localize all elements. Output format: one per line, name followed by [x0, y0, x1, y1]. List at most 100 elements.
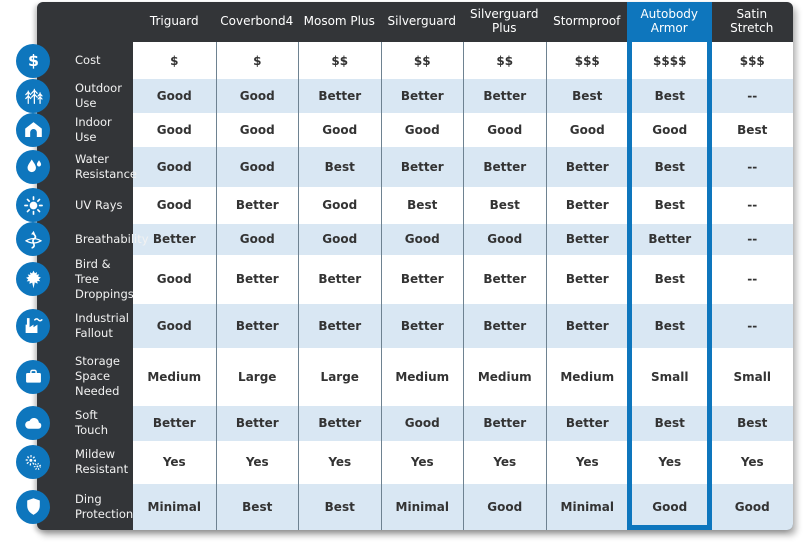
value-cell: Medium [133, 347, 216, 406]
value-cell: Yes [380, 440, 463, 484]
row-label: Soft Touch [75, 408, 109, 438]
value-cell: Better [298, 303, 381, 348]
value-cell: Better [463, 146, 546, 187]
row-label: Water Resistance [75, 151, 137, 181]
column-header: Silverguard [387, 14, 456, 29]
value-cell: Better [463, 79, 546, 113]
value-cell: $$$ [545, 42, 628, 79]
value-cell: Yes [628, 440, 711, 484]
trees-icon [16, 78, 50, 113]
value-cell: Small [628, 347, 711, 406]
value-cell: Best [710, 112, 793, 147]
table-row: Breathability Better Good Good Good Good Bette… [16, 222, 793, 257]
value-cell: Large [215, 347, 298, 406]
row-label: Storage Space Needed [75, 354, 120, 399]
value-cell: $ [215, 42, 298, 79]
value-cell: Better [545, 303, 628, 348]
row-label-cell: Water Resistance [16, 147, 137, 187]
row-label: Indoor Use [75, 114, 112, 144]
column-header-row: Triguard Coverbond4 Mosom Plus Silverguard S… [37, 2, 793, 42]
value-cell: Yes [215, 440, 298, 484]
column-header: Stormproof [553, 14, 621, 29]
value-cell: Best [298, 146, 381, 187]
table-row: Storage Space Needed Medium Large Large Medi… [16, 347, 793, 406]
value-cell: $$ [463, 42, 546, 79]
value-cell: Good [298, 223, 381, 255]
row-label-cell: Mildew Resistant [16, 441, 133, 484]
value-cell: Better [215, 303, 298, 348]
column-header: Mosom Plus [303, 14, 375, 29]
table-row: Outdoor Use Good Good Better Better Better Bes… [16, 78, 793, 113]
shield-icon [16, 489, 50, 524]
value-cell: Good [133, 254, 216, 304]
value-cell: Yes [545, 440, 628, 484]
row-label: Bird & Tree Droppings [75, 256, 134, 301]
value-cell: -- [710, 303, 793, 348]
row-label: Ding Protection [75, 491, 134, 521]
table-row: Water Resistance Good Good Best Better Better… [16, 146, 793, 187]
garage-icon [16, 112, 50, 147]
value-cell: Good [545, 112, 628, 147]
value-cell: Good [463, 112, 546, 147]
value-cell: -- [710, 254, 793, 304]
value-cell: Better [545, 223, 628, 255]
value-cell: $$$$ [628, 42, 711, 79]
value-cell: Better [628, 223, 711, 255]
water-drops-icon [16, 149, 50, 184]
value-cell: Best [628, 79, 711, 113]
value-cell: $$ [298, 42, 381, 79]
value-cell: Good [463, 483, 546, 530]
value-cell: Good [298, 186, 381, 224]
value-cell: Best [628, 254, 711, 304]
row-label: Breathability [75, 231, 149, 246]
suitcase-icon [16, 359, 50, 394]
table-row: Soft Touch Better Better Better Good Better Be… [16, 405, 793, 441]
value-cell: Better [545, 146, 628, 187]
table-row: Indoor Use Good Good Good Good Good Good Good Be… [16, 112, 793, 147]
value-cell: Better [298, 405, 381, 441]
value-cell: Minimal [133, 483, 216, 530]
value-cell: Small [710, 347, 793, 406]
value-cell: Better [380, 79, 463, 113]
table-row: $ Cost $ $ $$ $$ $$ $$$ $$$$ $$$ [16, 42, 793, 79]
factory-icon [16, 308, 50, 343]
row-label-cell: Breathability [16, 222, 149, 257]
column-header: Coverbond4 [220, 14, 294, 29]
value-cell: -- [710, 79, 793, 113]
value-cell: Medium [545, 347, 628, 406]
row-label-cell: Bird & Tree Droppings [16, 255, 134, 304]
value-cell: Yes [710, 440, 793, 484]
value-cell: -- [710, 223, 793, 255]
value-cell: -- [710, 186, 793, 224]
value-cell: Good [215, 146, 298, 187]
value-cell: Better [380, 303, 463, 348]
value-cell: Good [133, 303, 216, 348]
value-cell: Better [215, 186, 298, 224]
column-header: Autobody Armor [628, 2, 711, 42]
value-cell: Best [710, 405, 793, 441]
value-cell: Better [545, 405, 628, 441]
value-cell: Better [463, 303, 546, 348]
value-cell: Good [380, 112, 463, 147]
value-cell: Better [545, 254, 628, 304]
value-cell: Good [463, 223, 546, 255]
table-body: $ Cost $ $ $$ $$ $$ $$$ $$$$ $$$ Outdoor Use Good Go… [16, 42, 793, 530]
value-cell: Better [380, 254, 463, 304]
maple-leaf-icon [16, 262, 50, 297]
value-cell: $ [133, 42, 216, 79]
corner-spacer [37, 2, 133, 42]
value-cell: Better [298, 254, 381, 304]
value-cell: Good [215, 223, 298, 255]
value-cell: Good [215, 112, 298, 147]
value-cell: Best [545, 79, 628, 113]
value-cell: Best [298, 483, 381, 530]
row-label: Industrial Fallout [75, 310, 129, 340]
value-cell: Best [380, 186, 463, 224]
value-cell: Good [298, 112, 381, 147]
value-cell: Good [380, 405, 463, 441]
spores-icon [16, 445, 50, 480]
cloud-icon [16, 406, 50, 441]
value-cell: Better [380, 146, 463, 187]
value-cell: Best [628, 186, 711, 224]
dollar-icon: $ [16, 43, 50, 78]
